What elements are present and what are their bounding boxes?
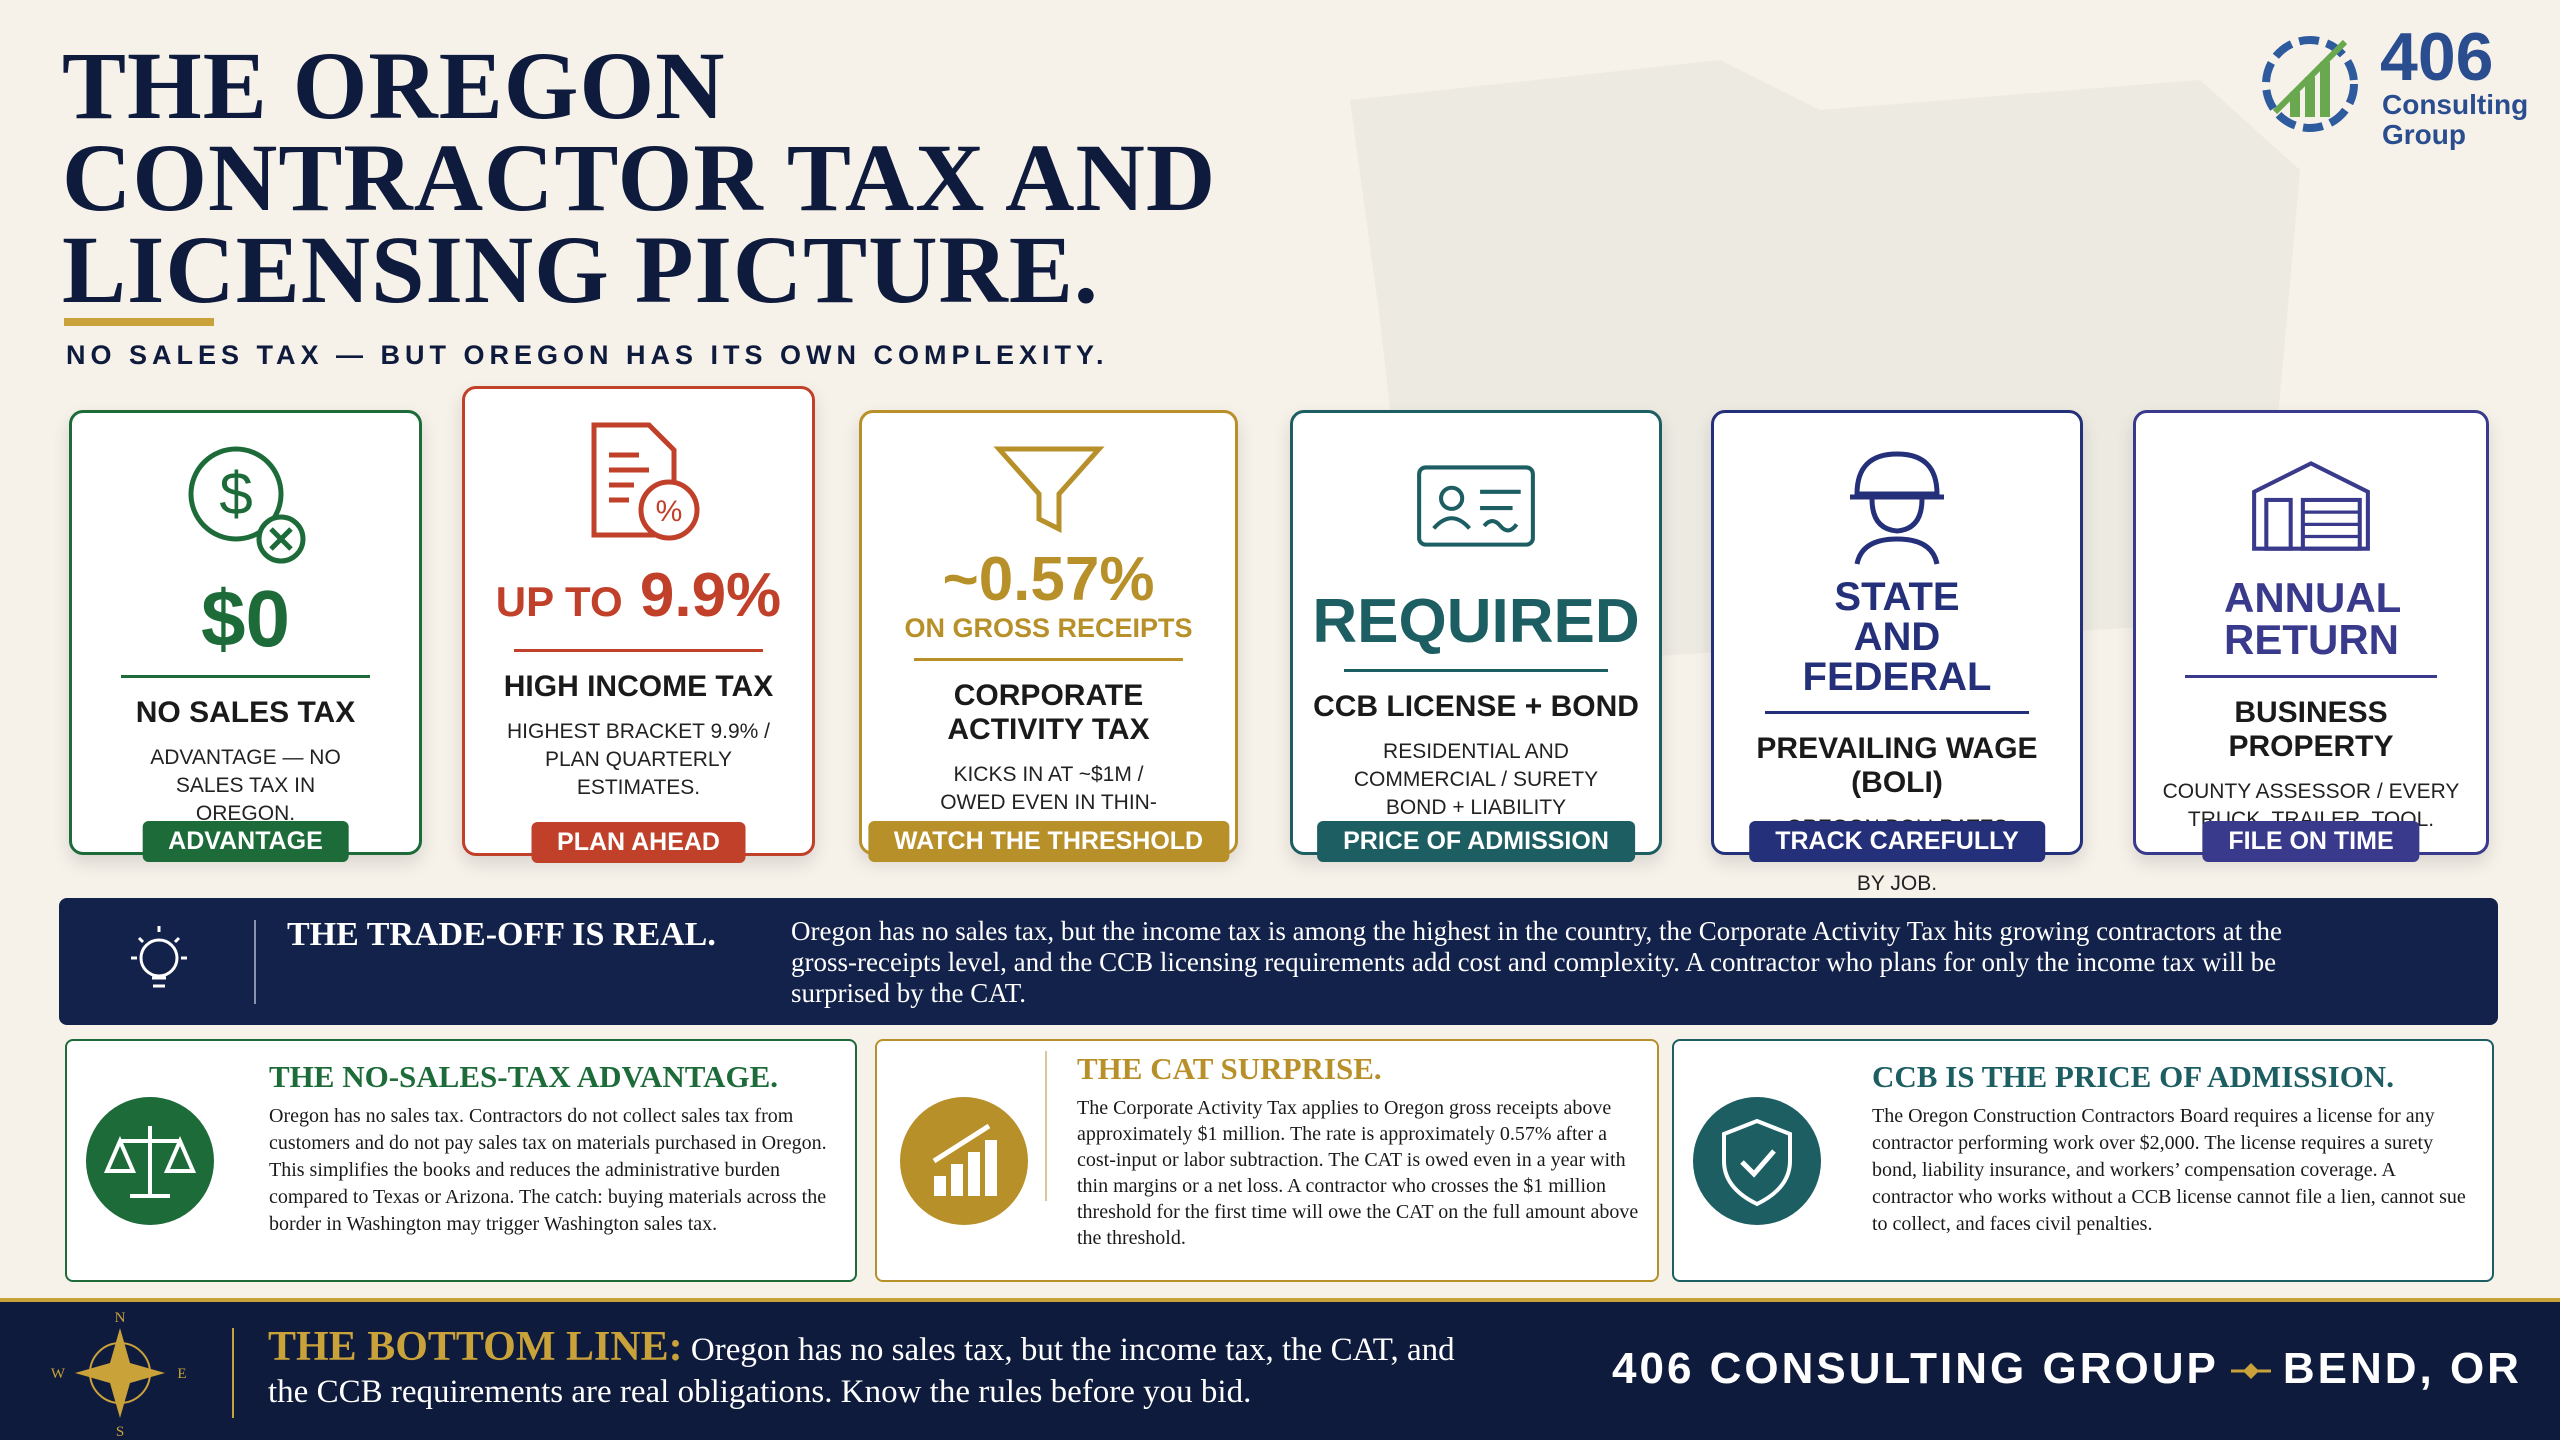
divider bbox=[1344, 669, 1608, 672]
panel: CCB IS THE PRICE OF ADMISSION. The Oregon… bbox=[1672, 1039, 2494, 1282]
logo-text: Consulting bbox=[2382, 89, 2529, 120]
bulb-icon bbox=[131, 926, 187, 988]
compass: N E S W bbox=[51, 1310, 187, 1440]
card: $ $0 NO SALES TAX ADVANTAGE — NO SALES T… bbox=[69, 410, 422, 862]
card: STATE AND FEDERAL PREVAILING WAGE (BOLI)… bbox=[1711, 410, 2083, 895]
panel: THE NO-SALES-TAX ADVANTAGE. Oregon has no… bbox=[65, 1039, 857, 1282]
separator bbox=[1045, 1051, 1053, 1201]
card: REQUIRED CCB LICENSE + BOND RESIDENTIAL … bbox=[1290, 410, 1662, 862]
logo: 406 Consulting Group bbox=[2250, 19, 2550, 150]
card-tag: FILE ON TIME bbox=[2202, 821, 2420, 862]
footer: N E S W THE BOTTOM LINE: Oregon has no s… bbox=[0, 1298, 2560, 1440]
panel-title: THE NO-SALES-TAX ADVANTAGE. bbox=[269, 1059, 779, 1094]
divider bbox=[913, 658, 1184, 661]
icon bbox=[2252, 461, 2370, 551]
divider bbox=[1765, 711, 2029, 714]
compass-label: S bbox=[116, 1424, 124, 1440]
panel-body: Oregon has no sales tax. Contractors do … bbox=[269, 1105, 827, 1235]
title-line: THE OREGON bbox=[62, 32, 726, 139]
compass-label: W bbox=[51, 1366, 66, 1382]
logo-mark bbox=[2262, 36, 2358, 132]
card-heading: NO SALES TAX bbox=[135, 696, 356, 729]
divider bbox=[121, 675, 370, 678]
card-value-sub: ON GROSS RECEIPTS bbox=[904, 613, 1193, 643]
divider bbox=[514, 649, 763, 652]
card-body: HIGHEST BRACKET 9.9% / PLAN QUARTERLY ES… bbox=[507, 720, 770, 799]
card: ANNUAL RETURN BUSINESS PROPERTY COUNTY A… bbox=[2133, 410, 2489, 862]
compass-label: E bbox=[177, 1366, 186, 1382]
logo-number: 406 bbox=[2380, 19, 2494, 95]
panel-body: The Oregon Construction Contractors Boar… bbox=[1872, 1105, 2466, 1235]
card-body: ADVANTAGE — NO SALES TAX IN OREGON. bbox=[150, 746, 341, 825]
separator bbox=[254, 920, 256, 1004]
card-tag: WATCH THE THRESHOLD bbox=[867, 821, 1230, 862]
separator bbox=[232, 1328, 234, 1418]
card: ~0.57% ON GROSS RECEIPTS CORPORATE ACTIV… bbox=[859, 410, 1238, 862]
diamond bbox=[2230, 1363, 2271, 1379]
chart-icon bbox=[900, 1097, 1028, 1225]
card-tag: TRACK CAREFULLY bbox=[1749, 821, 2045, 862]
panel-title: THE CAT SURPRISE. bbox=[1077, 1051, 1382, 1086]
banner-text: Oregon has no sales tax, but the income … bbox=[791, 916, 2283, 1008]
banner-heading: THE TRADE-OFF IS REAL. bbox=[287, 916, 716, 953]
card-value: STATE AND FEDERAL bbox=[1802, 575, 1992, 699]
card-heading: CCB LICENSE + BOND bbox=[1313, 690, 1639, 723]
card: % UP TO 9.9% HIGH INCOME TAX HIGHEST BRA… bbox=[462, 386, 815, 863]
card-tag: PLAN AHEAD bbox=[531, 822, 746, 863]
card-value: ANNUAL RETURN bbox=[2224, 574, 2402, 663]
icon bbox=[1850, 451, 1944, 565]
icon bbox=[992, 446, 1105, 534]
scale-icon bbox=[86, 1097, 214, 1225]
panel-title: CCB IS THE PRICE OF ADMISSION. bbox=[1872, 1059, 2394, 1094]
card-value: ~0.57% bbox=[942, 545, 1155, 614]
card-heading: HIGH INCOME TAX bbox=[503, 670, 774, 703]
footer-brand: 406 CONSULTING GROUP bbox=[1612, 1344, 2219, 1393]
card-value-prefix: UP TO bbox=[495, 578, 623, 625]
card-heading: CORPORATE ACTIVITY TAX bbox=[947, 679, 1150, 746]
icon: % bbox=[591, 422, 699, 541]
compass-label: N bbox=[115, 1310, 126, 1326]
title: THE OREGON CONTRACTOR TAX AND LICENSING PI… bbox=[62, 32, 1217, 323]
svg-text:%: % bbox=[655, 495, 682, 528]
card-tag: PRICE OF ADMISSION bbox=[1317, 821, 1635, 862]
card-value: REQUIRED bbox=[1312, 587, 1640, 656]
card-tag: ADVANTAGE bbox=[142, 821, 349, 862]
card-value: 9.9% bbox=[639, 561, 782, 630]
card-heading: PREVAILING WAGE (BOLI) bbox=[1756, 732, 2038, 799]
title-line: LICENSING PICTURE. bbox=[62, 216, 1099, 323]
icon: $ bbox=[188, 446, 305, 564]
card-value: $0 bbox=[201, 574, 290, 663]
divider bbox=[2185, 675, 2437, 678]
panel-body: The Corporate Activity Tax applies to Or… bbox=[1077, 1097, 1639, 1249]
banner: THE TRADE-OFF IS REAL. Oregon has no sal… bbox=[59, 898, 2498, 1025]
subtitle: NO SALES TAX — BUT OREGON HAS ITS OWN CO… bbox=[66, 340, 1109, 370]
title-line: CONTRACTOR TAX AND bbox=[62, 124, 1217, 231]
footer-location: BEND, OR bbox=[2282, 1344, 2522, 1393]
icon bbox=[1417, 465, 1535, 547]
svg-text:$: $ bbox=[219, 460, 252, 527]
card-heading: BUSINESS PROPERTY bbox=[2228, 696, 2394, 763]
panel: THE CAT SURPRISE. The Corporate Activity … bbox=[875, 1039, 1659, 1282]
footer-text: Oregon has no sales tax, but the income … bbox=[268, 1332, 1455, 1410]
accent-bar bbox=[64, 318, 214, 326]
footer-heading: THE BOTTOM LINE: bbox=[268, 1324, 683, 1370]
shield-icon bbox=[1693, 1097, 1821, 1225]
logo-text: Group bbox=[2382, 119, 2466, 150]
